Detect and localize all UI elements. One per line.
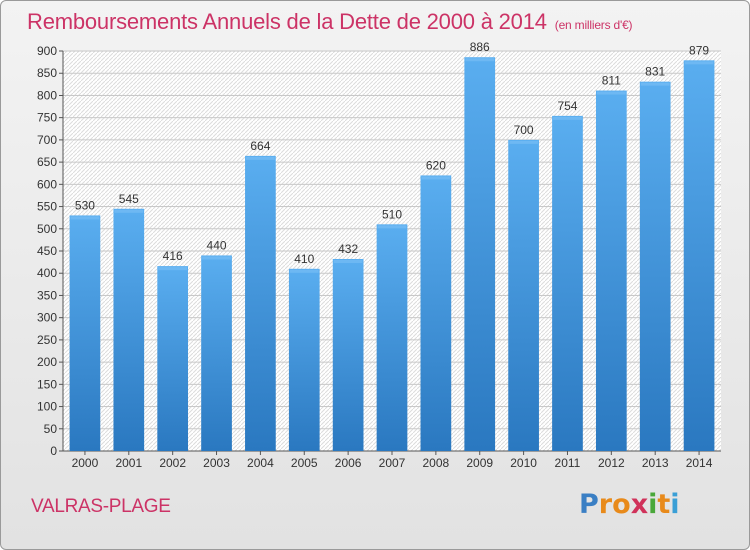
bar-highlight <box>333 260 363 263</box>
bar-highlight <box>684 61 714 65</box>
bar-2004 <box>245 155 276 451</box>
value-label: 545 <box>119 192 139 206</box>
bar-2002 <box>157 266 189 451</box>
y-tick-label: 700 <box>37 133 57 147</box>
x-tick-label: 2007 <box>379 456 406 470</box>
x-tick-label: 2006 <box>335 456 362 470</box>
bar-highlight <box>377 225 407 229</box>
y-tick-label: 500 <box>37 222 57 236</box>
value-label: 886 <box>470 40 490 54</box>
logo-letter: i <box>648 489 658 520</box>
bar-2007 <box>376 224 408 451</box>
value-label: 510 <box>382 207 402 221</box>
logo-letter: x <box>630 489 649 520</box>
chart-subtitle: (en milliers d'€) <box>554 18 633 32</box>
logo-letter: i <box>670 489 680 520</box>
x-tick-label: 2011 <box>555 456 581 470</box>
proxiti-logo[interactable]: Proxiti <box>579 489 680 520</box>
bar-highlight <box>246 156 275 160</box>
value-label: 700 <box>514 123 534 137</box>
y-tick-label: 150 <box>37 377 57 391</box>
bar-highlight <box>509 140 538 144</box>
bar-highlight <box>114 209 144 213</box>
bar-2010 <box>508 139 539 451</box>
bar-highlight <box>289 269 319 273</box>
bar-highlight <box>596 91 626 95</box>
bar-2000 <box>69 215 101 451</box>
x-tick-label: 2004 <box>247 456 274 470</box>
bar-highlight <box>465 58 495 62</box>
bar-highlight <box>158 267 188 271</box>
logo-letter: P <box>579 489 599 520</box>
y-tick-label: 550 <box>37 200 57 214</box>
value-label: 811 <box>602 74 621 88</box>
x-tick-label: 2014 <box>686 456 713 470</box>
y-tick-label: 250 <box>37 333 57 347</box>
value-label: 620 <box>426 158 446 172</box>
logo-letter: t <box>657 489 671 520</box>
y-tick-label: 0 <box>50 444 57 458</box>
y-tick-label: 900 <box>37 44 57 58</box>
y-tick-label: 800 <box>37 88 57 102</box>
x-tick-label: 2013 <box>642 456 669 470</box>
value-label: 530 <box>75 198 95 212</box>
x-tick-label: 2008 <box>423 456 450 470</box>
bar-2013 <box>639 81 671 452</box>
value-label: 831 <box>645 65 665 79</box>
bar-2008 <box>420 175 452 451</box>
y-tick-label: 300 <box>37 311 57 325</box>
bar-highlight <box>553 116 582 120</box>
bar-2012 <box>595 90 627 452</box>
x-tick-label: 2000 <box>72 456 99 470</box>
y-tick-label: 400 <box>37 266 57 280</box>
bar-2005 <box>288 268 320 451</box>
bar-2006 <box>332 259 364 451</box>
chart-title: Remboursements Annuels de la Dette de 20… <box>27 9 633 35</box>
bar-highlight <box>421 176 451 180</box>
x-tick-label: 2001 <box>115 456 142 470</box>
value-label: 410 <box>294 252 314 266</box>
x-tick-label: 2005 <box>291 456 318 470</box>
chart-title-text: Remboursements Annuels de la Dette de 20… <box>27 9 547 34</box>
bar-highlight <box>640 82 670 86</box>
value-label: 440 <box>207 238 227 252</box>
bar-highlight <box>70 216 100 220</box>
logo-letter: o <box>612 489 631 520</box>
value-label: 416 <box>163 249 183 263</box>
location-label: VALRAS-PLAGE <box>31 496 171 517</box>
y-tick-label: 50 <box>44 422 58 436</box>
x-tick-label: 2003 <box>203 456 230 470</box>
bar-2009 <box>464 57 496 451</box>
bar-2001 <box>113 208 145 451</box>
x-tick-label: 2012 <box>598 456 625 470</box>
y-tick-label: 450 <box>37 244 57 258</box>
logo-letter: r <box>598 489 613 520</box>
x-tick-label: 2009 <box>466 456 493 470</box>
y-tick-label: 750 <box>37 111 57 125</box>
y-tick-label: 600 <box>37 177 57 191</box>
y-tick-label: 200 <box>37 355 57 369</box>
value-label: 754 <box>557 99 577 113</box>
value-label: 432 <box>338 242 358 256</box>
bar-2003 <box>201 255 232 451</box>
y-tick-label: 350 <box>37 288 57 302</box>
bar-2011 <box>552 115 583 451</box>
y-tick-label: 850 <box>37 66 57 80</box>
value-label: 664 <box>250 139 270 153</box>
y-tick-label: 650 <box>37 155 57 169</box>
y-tick-label: 100 <box>37 400 57 414</box>
value-label: 879 <box>689 43 709 57</box>
bar-2014 <box>683 60 715 451</box>
bar-highlight <box>202 256 231 260</box>
x-tick-label: 2002 <box>159 456 186 470</box>
x-tick-label: 2010 <box>510 456 537 470</box>
